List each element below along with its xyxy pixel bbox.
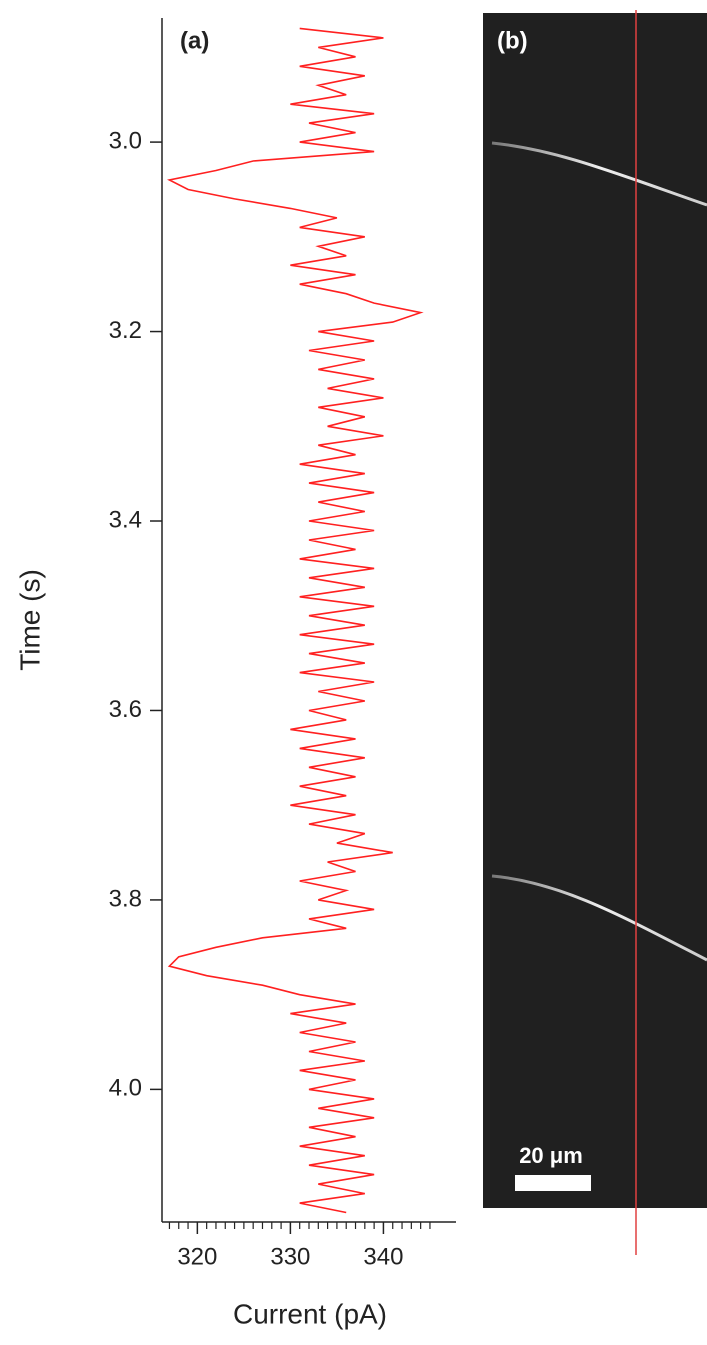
trace [166,27,424,1214]
y-tick-label: 340 [363,1243,403,1270]
line-chart: (a) Time (s) Current (pA) 3.0 3.2 3.4 3.6 3.… [14,18,456,1329]
kymograph-image [483,13,707,1208]
scale-bar [515,1175,591,1191]
x-tick-label: 3.0 [109,127,142,154]
axis-title: Time (s) [14,569,45,671]
x-tick-label: 4.0 [109,1075,142,1102]
axis-title: Current (pA) [233,1298,387,1329]
x-tick-label: 3.2 [109,317,142,344]
kymograph-panel: (b) 20 μm [483,10,707,1255]
panel-label: (a) [180,27,209,54]
x-tick-label: 3.6 [109,696,142,723]
y-tick-label: 330 [270,1243,310,1270]
x-tick-label: 3.4 [109,506,142,533]
panel-label: (b) [497,27,528,54]
streak [491,141,707,207]
scale-bar-label: 20 μm [519,1143,583,1168]
x-tick-label: 3.8 [109,885,142,912]
streak [491,874,707,962]
y-tick-label: 320 [177,1243,217,1270]
